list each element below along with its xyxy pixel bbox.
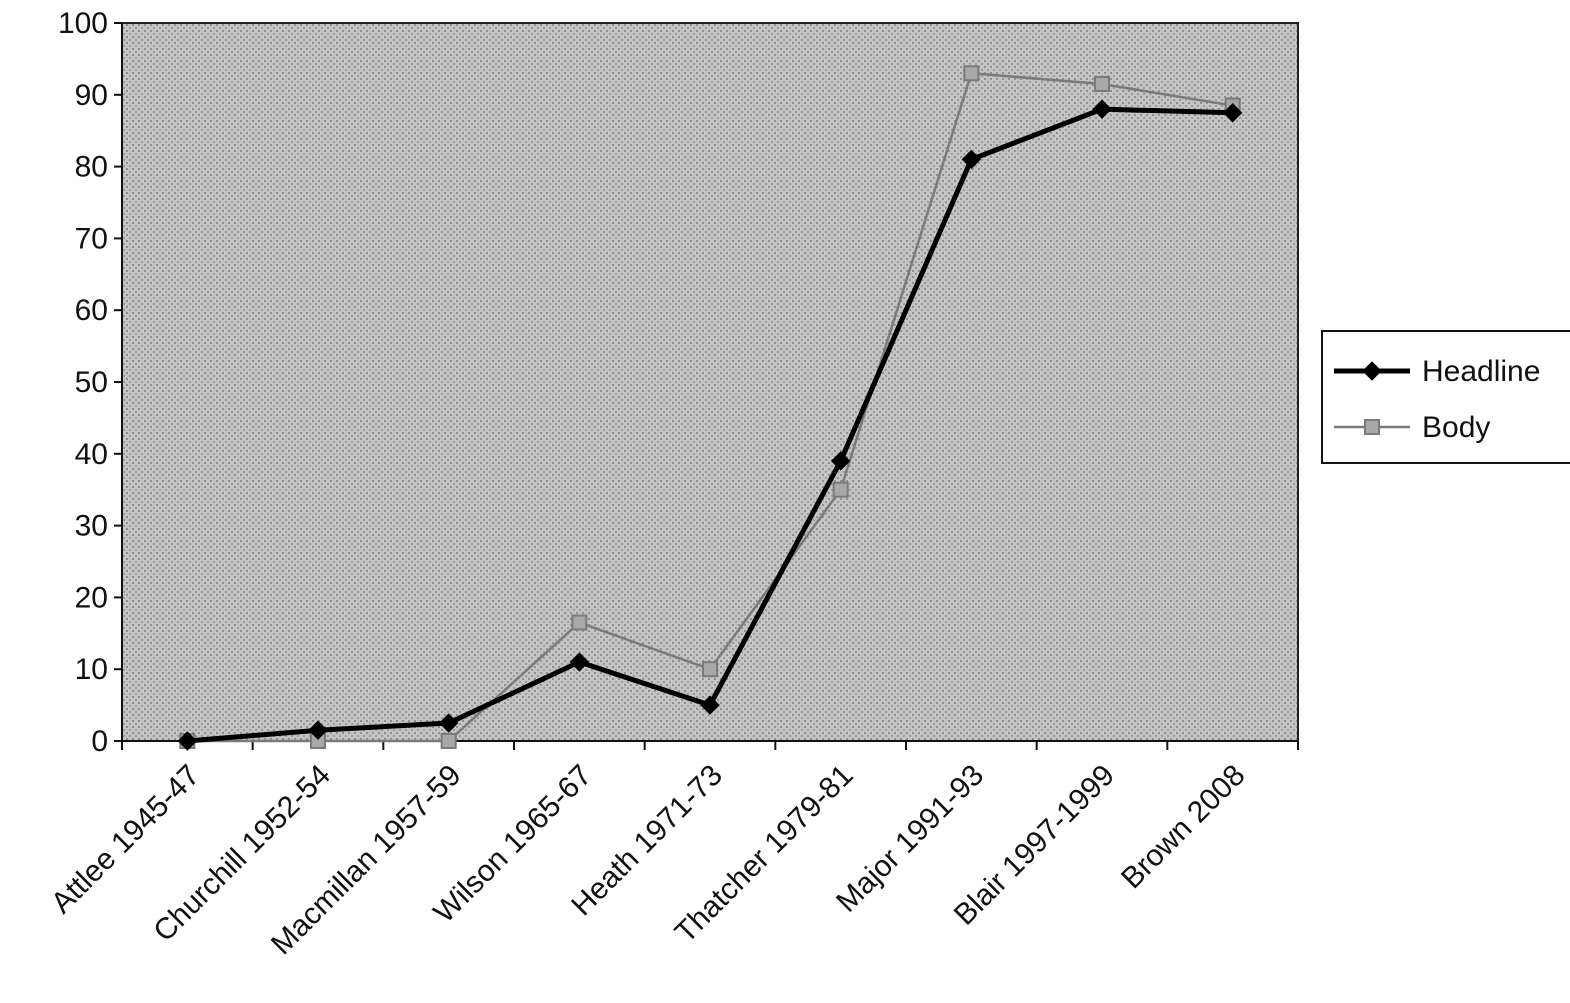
legend: Headline Body bbox=[1321, 330, 1570, 464]
plot-background bbox=[121, 22, 1299, 742]
data-point-headline bbox=[700, 695, 720, 715]
y-tick-label: 60 bbox=[75, 294, 108, 327]
legend-box bbox=[1321, 330, 1570, 464]
y-tick-label: 40 bbox=[75, 438, 108, 471]
data-point-headline bbox=[308, 720, 328, 740]
y-tick-label: 50 bbox=[75, 366, 108, 399]
data-point-body bbox=[963, 65, 980, 82]
data-point-headline bbox=[961, 149, 982, 170]
y-tick-label: 0 bbox=[91, 725, 108, 758]
y-tick-label: 20 bbox=[75, 581, 108, 614]
data-point-body bbox=[571, 614, 588, 631]
legend-marker-headline bbox=[1362, 361, 1382, 381]
legend-label-body: Body bbox=[1422, 411, 1490, 444]
data-point-headline bbox=[438, 713, 459, 733]
legend-label-headline: Headline bbox=[1422, 355, 1540, 388]
series-group bbox=[177, 65, 1243, 751]
y-tick-label: 80 bbox=[75, 151, 108, 184]
data-point-headline bbox=[1222, 103, 1243, 123]
y-tick-label: 100 bbox=[58, 7, 108, 40]
y-axis: 0 10 20 30 40 50 60 70 80 90 100 bbox=[58, 7, 123, 758]
data-point-body bbox=[832, 481, 849, 498]
data-point-body bbox=[702, 661, 718, 678]
data-point-headline bbox=[830, 451, 851, 471]
y-tick-label: 30 bbox=[75, 510, 108, 543]
legend-marker-body bbox=[1364, 419, 1380, 435]
plot-area bbox=[121, 22, 1299, 742]
y-tick-label: 70 bbox=[75, 222, 108, 255]
data-point-body bbox=[440, 733, 457, 749]
y-tick-label: 10 bbox=[75, 653, 108, 686]
x-tick-label: Brown 2008 bbox=[1115, 759, 1252, 896]
data-point-body bbox=[1094, 76, 1110, 93]
data-point-headline bbox=[1092, 99, 1112, 119]
data-point-headline bbox=[569, 652, 590, 672]
data-point-headline bbox=[177, 731, 198, 751]
y-tick-label: 90 bbox=[75, 79, 108, 112]
